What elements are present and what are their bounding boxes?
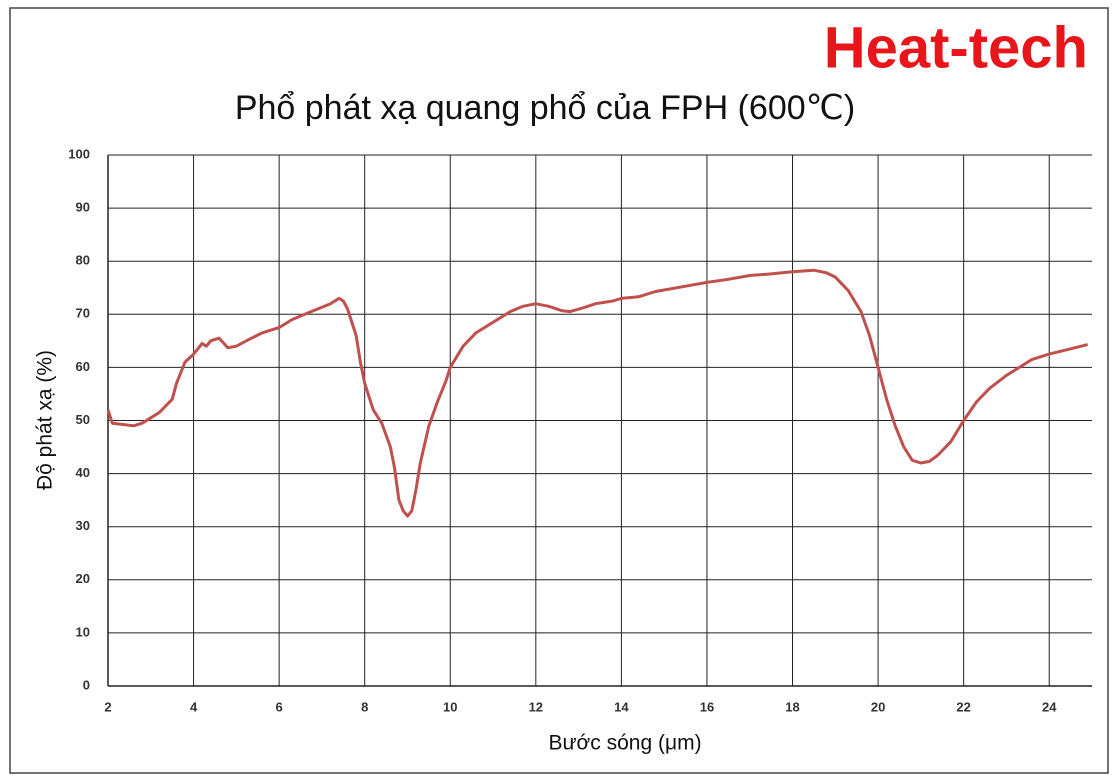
x-tick-label: 6 [276,699,283,714]
y-tick-label: 80 [76,253,90,268]
x-tick-label: 22 [956,699,970,714]
x-tick-label: 14 [614,699,629,714]
x-tick-label: 16 [700,699,714,714]
data-line [106,268,1089,518]
y-tick-label: 90 [76,200,90,215]
x-tick-label: 10 [443,699,457,714]
x-axis-label: Bước sóng (μm) [548,732,701,755]
x-tick-label: 24 [1042,699,1057,714]
frame [9,7,1109,774]
x-tick-label: 12 [529,699,543,714]
y-tick-label: 50 [76,412,90,427]
y-tick-label: 30 [76,518,90,533]
brand-logo: Heat-tech [824,15,1088,80]
y-tick-label: 10 [76,624,90,639]
y-tick-label: 60 [76,359,90,374]
chart-title: Phổ phát xạ quang phổ của FPH (600℃) [235,89,855,127]
y-tick-label: 40 [76,465,90,480]
y-tick-label: 0 [83,677,90,692]
y-axis-label: Độ phát xạ (%) [34,350,57,490]
x-tick-label: 20 [871,699,885,714]
y-tick-label: 70 [76,306,90,321]
x-tick-label: 4 [190,699,198,714]
y-tick-label: 20 [76,571,90,586]
x-tick-label: 8 [361,699,368,714]
x-tick-label: 18 [785,699,799,714]
x-tick-label: 2 [104,699,111,714]
y-tick-label: 100 [68,146,90,161]
